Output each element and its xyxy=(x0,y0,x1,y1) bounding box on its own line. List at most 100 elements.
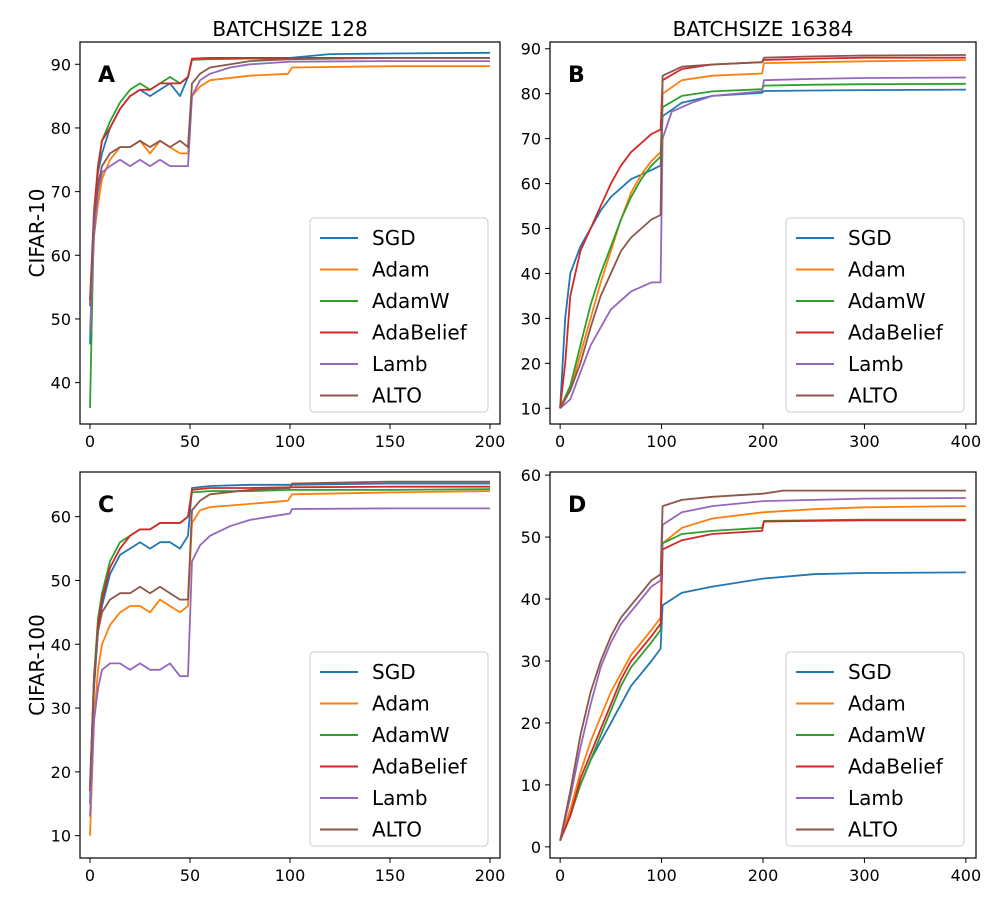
series-line-alto xyxy=(559,489,966,841)
row-title-cifar-100: CIFAR-100 xyxy=(25,614,49,716)
y-tick-label: 10 xyxy=(51,827,71,846)
y-tick-label: 50 xyxy=(521,220,541,239)
x-tick-label: 200 xyxy=(475,866,506,885)
legend-label-sgd: SGD xyxy=(372,660,416,684)
x-tick-label: 300 xyxy=(849,432,880,451)
legend: SGD Adam AdamW AdaBelief Lamb ALTO xyxy=(785,651,965,847)
x-tick-label: 300 xyxy=(849,866,880,885)
series-line-adamw xyxy=(559,82,966,409)
legend-label-adabelief: AdaBelief xyxy=(848,321,944,345)
x-tick-label: 400 xyxy=(951,432,982,451)
y-tick-label: 80 xyxy=(51,119,71,138)
panel-label: B xyxy=(568,63,585,88)
y-tick-label: 90 xyxy=(521,40,541,59)
y-tick-label: 50 xyxy=(521,528,541,547)
y-tick-label: 30 xyxy=(521,309,541,328)
y-tick-label: 20 xyxy=(521,354,541,373)
y-tick-label: 50 xyxy=(51,310,71,329)
x-tick-label: 50 xyxy=(180,432,200,451)
legend-label-adabelief: AdaBelief xyxy=(372,321,468,345)
y-tick-label: 20 xyxy=(521,714,541,733)
x-tick-label: 150 xyxy=(375,432,406,451)
series-line-lamb xyxy=(89,507,490,817)
x-tick-label: 100 xyxy=(646,432,677,451)
series-line-lamb xyxy=(559,497,966,841)
x-tick-label: 150 xyxy=(375,866,406,885)
y-tick-label: 40 xyxy=(51,374,71,393)
y-tick-label: 30 xyxy=(51,699,71,718)
y-tick-label: 60 xyxy=(51,508,71,527)
legend-label-alto: ALTO xyxy=(848,384,898,408)
legend-label-adam: Adam xyxy=(848,258,906,282)
y-tick-label: 60 xyxy=(521,466,541,485)
series-line-alto xyxy=(559,54,966,409)
panel-b: 0 100 200 300 400 10 20 30 40 50 60 70 80 90 B SGD Adam A… xyxy=(521,40,981,451)
y-tick-label: 80 xyxy=(521,85,541,104)
legend-label-lamb: Lamb xyxy=(848,352,904,376)
panel-c: 0 50 100 150 200 10 20 30 40 50 60 C SGD Adam AdamW Ada… xyxy=(51,471,506,885)
legend: SGD Adam AdamW AdaBelief Lamb ALTO xyxy=(309,651,489,847)
y-tick-label: 40 xyxy=(51,635,71,654)
y-tick-label: 90 xyxy=(51,55,71,74)
legend-label-alto: ALTO xyxy=(848,818,898,842)
row-title-cifar-10: CIFAR-10 xyxy=(25,189,49,278)
x-tick-label: 100 xyxy=(646,866,677,885)
series-line-adabelief xyxy=(89,485,490,792)
legend-label-alto: ALTO xyxy=(372,384,422,408)
series-line-lamb xyxy=(89,60,490,332)
x-tick-label: 100 xyxy=(275,432,306,451)
x-tick-label: 200 xyxy=(748,432,779,451)
series-line-sgd xyxy=(89,482,490,804)
x-tick-label: 0 xyxy=(555,432,565,451)
panel-d: 0 100 200 300 400 0 10 20 30 40 50 60 D SGD Adam AdamW A… xyxy=(521,466,981,885)
y-tick-label: 40 xyxy=(521,264,541,283)
y-tick-label: 30 xyxy=(521,652,541,671)
y-tick-label: 40 xyxy=(521,590,541,609)
x-tick-label: 100 xyxy=(275,866,306,885)
legend-label-adamw: AdamW xyxy=(372,289,450,313)
x-tick-label: 0 xyxy=(555,866,565,885)
y-tick-label: 50 xyxy=(51,571,71,590)
y-tick-label: 70 xyxy=(521,130,541,149)
series-line-adam xyxy=(559,505,966,841)
y-tick-label: 70 xyxy=(51,183,71,202)
legend-label-adam: Adam xyxy=(372,692,430,716)
x-tick-label: 0 xyxy=(85,866,95,885)
legend-label-sgd: SGD xyxy=(372,226,416,250)
legend: SGD Adam AdamW AdaBelief Lamb ALTO xyxy=(785,217,965,413)
column-title-batchsize-128: BATCHSIZE 128 xyxy=(212,17,367,41)
legend-label-lamb: Lamb xyxy=(848,786,904,810)
legend-label-adamw: AdamW xyxy=(372,723,450,747)
panel-label: C xyxy=(98,493,114,518)
y-tick-label: 20 xyxy=(51,763,71,782)
legend-label-adabelief: AdaBelief xyxy=(848,755,944,779)
x-tick-label: 0 xyxy=(85,432,95,451)
legend-label-lamb: Lamb xyxy=(372,786,428,810)
series-line-adabelief xyxy=(89,57,490,300)
legend-label-sgd: SGD xyxy=(848,660,892,684)
x-tick-label: 200 xyxy=(475,432,506,451)
series-line-alto xyxy=(89,57,490,307)
series-line-adam xyxy=(89,490,491,836)
series-line-lamb xyxy=(559,76,966,409)
series-line-adam xyxy=(559,59,966,409)
panel-label: A xyxy=(98,63,115,88)
legend-label-sgd: SGD xyxy=(848,226,892,250)
x-tick-label: 200 xyxy=(748,866,779,885)
column-title-batchsize-16384: BATCHSIZE 16384 xyxy=(673,17,854,41)
series-line-adabelief xyxy=(559,519,966,842)
legend-label-adabelief: AdaBelief xyxy=(372,755,468,779)
panel-label: D xyxy=(568,493,586,518)
y-tick-label: 0 xyxy=(531,838,541,857)
panel-a: 0 50 100 150 200 40 50 60 70 80 90 A SGD Adam AdamW Ada… xyxy=(51,41,506,451)
legend-label-lamb: Lamb xyxy=(372,352,428,376)
legend-label-adam: Adam xyxy=(372,258,430,282)
legend: SGD Adam AdamW AdaBelief Lamb ALTO xyxy=(309,217,489,413)
x-tick-label: 400 xyxy=(951,866,982,885)
legend-label-adam: Adam xyxy=(848,692,906,716)
legend-label-alto: ALTO xyxy=(372,818,422,842)
y-tick-label: 60 xyxy=(51,246,71,265)
y-tick-label: 60 xyxy=(521,175,541,194)
x-tick-label: 50 xyxy=(180,866,200,885)
